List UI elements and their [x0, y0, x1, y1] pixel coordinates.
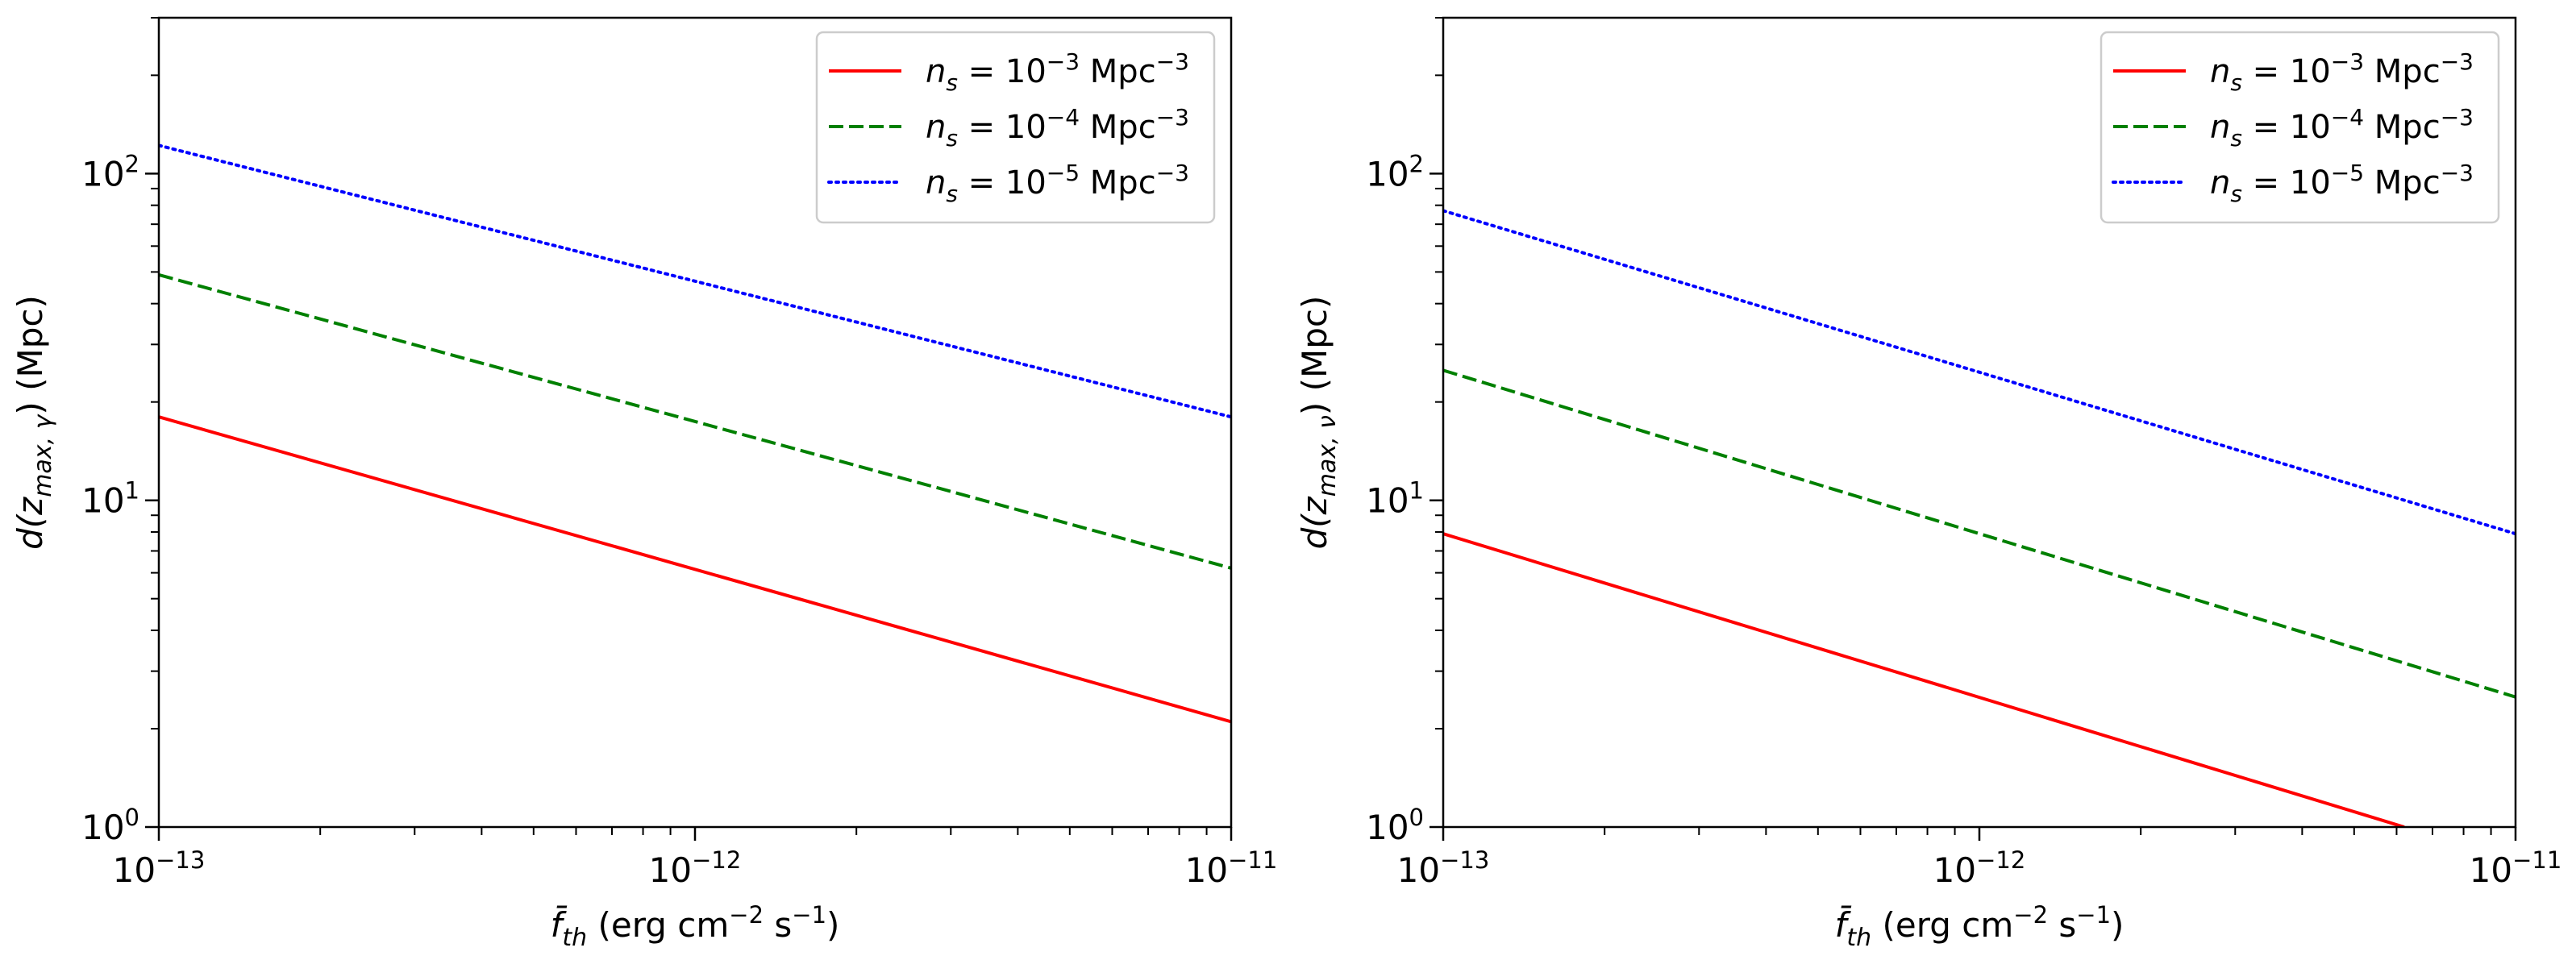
series-line-2: [159, 273, 1231, 570]
legend-label-3: ns = 10−5 Mpc−3: [2210, 160, 2474, 207]
legend-label-2: ns = 10−4 Mpc−3: [926, 104, 1189, 152]
y-tick-label: 100: [81, 804, 139, 847]
y-axis-label: d(zmax, γ) (Mpc): [10, 295, 57, 550]
series-line-3: [159, 143, 1231, 419]
right-panel-neutrino: 10−13 10−12 10−11 100 101 102 f̄th (erg cm−2 s…: [1295, 16, 2562, 952]
left-panel-gamma: 10−13 10−12 10−11 100 101 102 f̄th (erg cm−2 s…: [10, 16, 1278, 952]
y-tick-label: 101: [81, 477, 139, 521]
x-tick-label: 10−12: [649, 846, 742, 890]
x-tick-label: 10−12: [1933, 846, 2026, 890]
legend-label-2: ns = 10−4 Mpc−3: [2210, 104, 2474, 152]
series-line-1: [1443, 532, 2405, 827]
legend-label-3: ns = 10−5 Mpc−3: [926, 160, 1189, 207]
y-axis-label: d(zmax, ν) (Mpc): [1295, 296, 1342, 550]
x-tick-label: 10−13: [113, 846, 206, 890]
y-tick-label: 101: [1366, 477, 1424, 521]
series-group: [1443, 209, 2516, 827]
x-axis-label: f̄th (erg cm−2 s−1): [551, 901, 840, 952]
legend: ns = 10−3 Mpc−3 ns = 10−4 Mpc−3 ns = 10−5 …: [2100, 31, 2500, 224]
y-tick-label: 100: [1366, 804, 1424, 847]
y-tick-label: 102: [1366, 150, 1424, 193]
series-line-2: [1443, 368, 2516, 699]
y-tick-label: 102: [81, 150, 139, 193]
legend: ns = 10−3 Mpc−3 ns = 10−4 Mpc−3 ns = 10−5 …: [815, 31, 1216, 224]
series-group: [159, 143, 1231, 724]
legend-box: [2100, 31, 2500, 224]
x-tick-label: 10−11: [1185, 846, 1278, 890]
series-line-1: [159, 415, 1231, 724]
legend-box: [815, 31, 1216, 224]
legend-label-1: ns = 10−3 Mpc−3: [926, 48, 1189, 96]
legend-label-1: ns = 10−3 Mpc−3: [2210, 48, 2474, 96]
x-tick-label: 10−11: [2470, 846, 2562, 890]
x-tick-label: 10−13: [1397, 846, 1490, 890]
series-line-3: [1443, 209, 2516, 536]
x-axis-label: f̄th (erg cm−2 s−1): [1835, 901, 2124, 952]
